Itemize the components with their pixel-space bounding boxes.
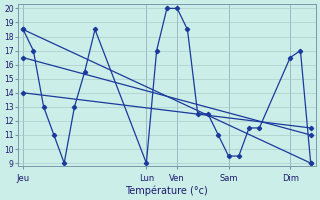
X-axis label: Température (°c): Température (°c) <box>125 185 208 196</box>
